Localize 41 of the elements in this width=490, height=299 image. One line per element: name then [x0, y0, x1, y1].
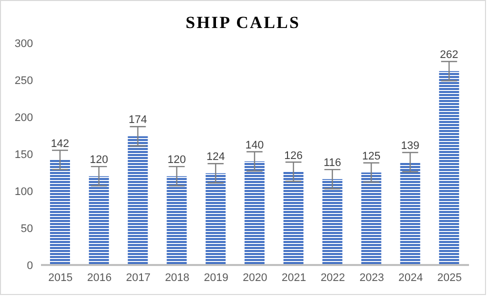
x-tick-label: 2018 — [164, 272, 190, 284]
bar — [128, 136, 148, 265]
data-label: 142 — [50, 138, 70, 150]
x-tick-label: 2025 — [437, 272, 462, 284]
bar — [50, 160, 70, 265]
x-tick-label: 2021 — [282, 272, 306, 284]
y-tick-label: 50 — [20, 222, 33, 235]
bar — [361, 172, 382, 265]
x-tick-label: 2022 — [320, 272, 346, 284]
y-tick-label: 0 — [26, 260, 33, 272]
x-tick-label: 2019 — [204, 272, 228, 284]
bar — [439, 71, 460, 265]
y-tick-label: 100 — [14, 186, 33, 198]
data-label: 262 — [440, 49, 458, 62]
data-label: 120 — [168, 154, 186, 166]
data-label: 139 — [401, 140, 420, 152]
data-label: 140 — [245, 139, 264, 152]
x-tick-label: 2024 — [398, 272, 423, 284]
x-tick-label: 2015 — [48, 272, 73, 284]
y-tick-label: 150 — [14, 148, 33, 161]
bar — [88, 176, 109, 265]
bar — [166, 176, 187, 265]
data-label: 125 — [362, 150, 380, 162]
data-label: 120 — [90, 154, 108, 166]
data-label: 174 — [128, 114, 147, 126]
data-label: 116 — [324, 157, 342, 170]
x-tick-label: 2023 — [359, 272, 384, 284]
y-tick-label: 200 — [14, 112, 33, 124]
y-tick-label: 300 — [14, 38, 33, 50]
bar — [400, 162, 420, 265]
data-label: 124 — [206, 151, 225, 164]
x-tick-label: 2020 — [242, 272, 268, 284]
bar — [283, 172, 304, 265]
bar — [244, 161, 265, 265]
bar — [322, 179, 342, 265]
chart-title: SHIP CALLS — [184, 13, 302, 34]
data-label: 126 — [284, 150, 303, 162]
y-tick-label: 250 — [14, 74, 33, 87]
x-tick-label: 2017 — [126, 272, 151, 284]
x-tick-label: 2016 — [87, 272, 112, 284]
bar — [206, 173, 226, 265]
